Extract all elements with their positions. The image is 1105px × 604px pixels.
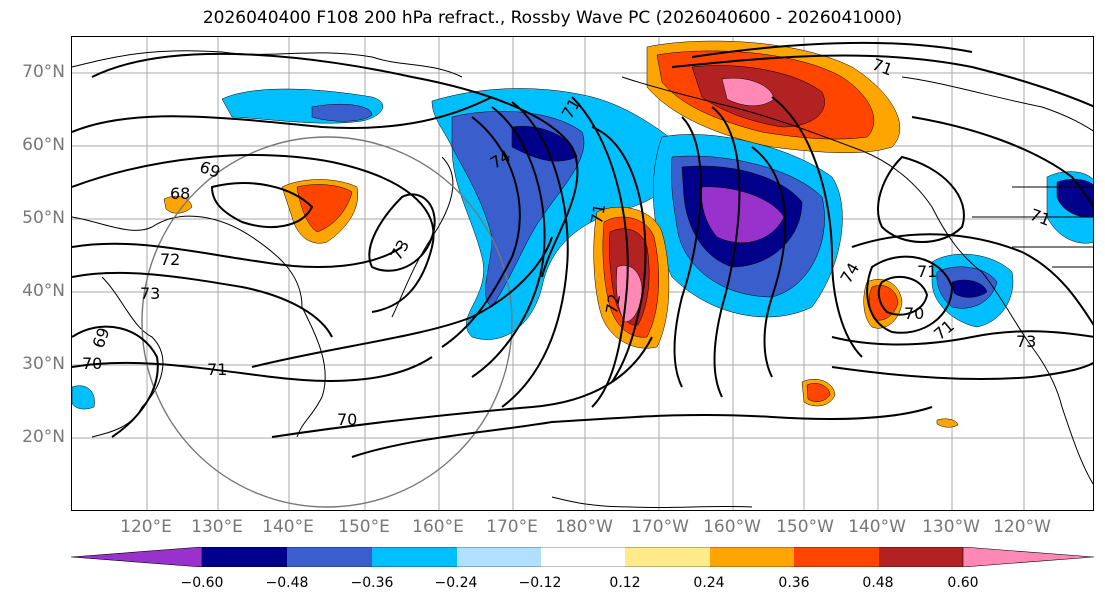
colorbar xyxy=(71,547,1094,567)
range-circle xyxy=(141,136,513,508)
map-panel: 69 68 72 73 69 70 71 70 74 73 71 71 72 7… xyxy=(71,36,1094,511)
contour-label: 72 xyxy=(160,250,180,269)
contour-label: 72 xyxy=(602,292,624,315)
contour-label: 73 xyxy=(140,284,160,303)
colorbar-tick: 0.36 xyxy=(778,575,810,591)
contour-label: 71 xyxy=(917,262,937,281)
contour-label: 71 xyxy=(207,360,227,379)
lon-label: 150°E xyxy=(338,517,390,537)
lon-label: 140°W xyxy=(848,517,906,537)
colorbar-segment xyxy=(372,547,457,567)
contour-label: 70 xyxy=(337,410,357,429)
colorbar-tick: 0.48 xyxy=(862,575,894,591)
lon-label: 140°E xyxy=(262,517,314,537)
colorbar-tick: 0.12 xyxy=(609,575,641,591)
colorbar-tick: −0.60 xyxy=(180,575,224,591)
contour-label: 73 xyxy=(1016,332,1036,351)
map-svg: 69 68 72 73 69 70 71 70 74 73 71 71 72 7… xyxy=(72,37,1093,510)
lon-label: 170°E xyxy=(486,517,538,537)
colorbar-tick: −0.12 xyxy=(518,575,562,591)
colorbar-extend-low xyxy=(71,547,203,567)
contour-label: 71 xyxy=(870,55,896,80)
lat-label: 40°N xyxy=(22,281,65,301)
colorbar-tick: −0.48 xyxy=(265,575,309,591)
chart-title: 2026040400 F108 200 hPa refract., Rossby… xyxy=(202,8,903,28)
contour-lines xyxy=(72,41,1093,458)
colorbar-segment xyxy=(794,547,879,567)
lat-label: 60°N xyxy=(22,135,65,155)
lon-label: 160°E xyxy=(412,517,464,537)
lat-label: 70°N xyxy=(22,62,65,82)
colorbar-tick: −0.36 xyxy=(350,575,394,591)
lon-label: 130°W xyxy=(922,517,980,537)
colorbar-tick: 0.60 xyxy=(947,575,979,591)
colorbar-segment xyxy=(287,547,372,567)
colorbar-segment xyxy=(541,547,625,567)
contour-label: 73 xyxy=(387,236,414,263)
colorbar-extend-high xyxy=(962,547,1094,567)
contour-label: 68 xyxy=(170,184,190,203)
lon-label: 180°W xyxy=(555,517,613,537)
lon-label: 130°E xyxy=(191,517,243,537)
contour-label: 69 xyxy=(197,157,223,182)
contour-label: 74 xyxy=(837,259,864,286)
colorbar-segment xyxy=(625,547,710,567)
colorbar-tick: −0.24 xyxy=(434,575,478,591)
colorbar-segment xyxy=(879,547,963,567)
lon-label: 160°W xyxy=(703,517,761,537)
lon-label: 150°W xyxy=(776,517,834,537)
colorbar-segment xyxy=(202,547,287,567)
colorbar-tick: 0.24 xyxy=(693,575,725,591)
colorbar-segment xyxy=(457,547,541,567)
contour-label: 70 xyxy=(82,354,102,373)
contour-label: 71 xyxy=(587,202,609,225)
lat-label: 30°N xyxy=(22,354,65,374)
colorbar-segment xyxy=(710,547,794,567)
lat-label: 50°N xyxy=(22,208,65,228)
lat-label: 20°N xyxy=(22,427,65,447)
lon-label: 120°W xyxy=(993,517,1051,537)
contour-label: 70 xyxy=(904,304,924,323)
lon-label: 120°E xyxy=(120,517,172,537)
lon-label: 170°W xyxy=(631,517,689,537)
